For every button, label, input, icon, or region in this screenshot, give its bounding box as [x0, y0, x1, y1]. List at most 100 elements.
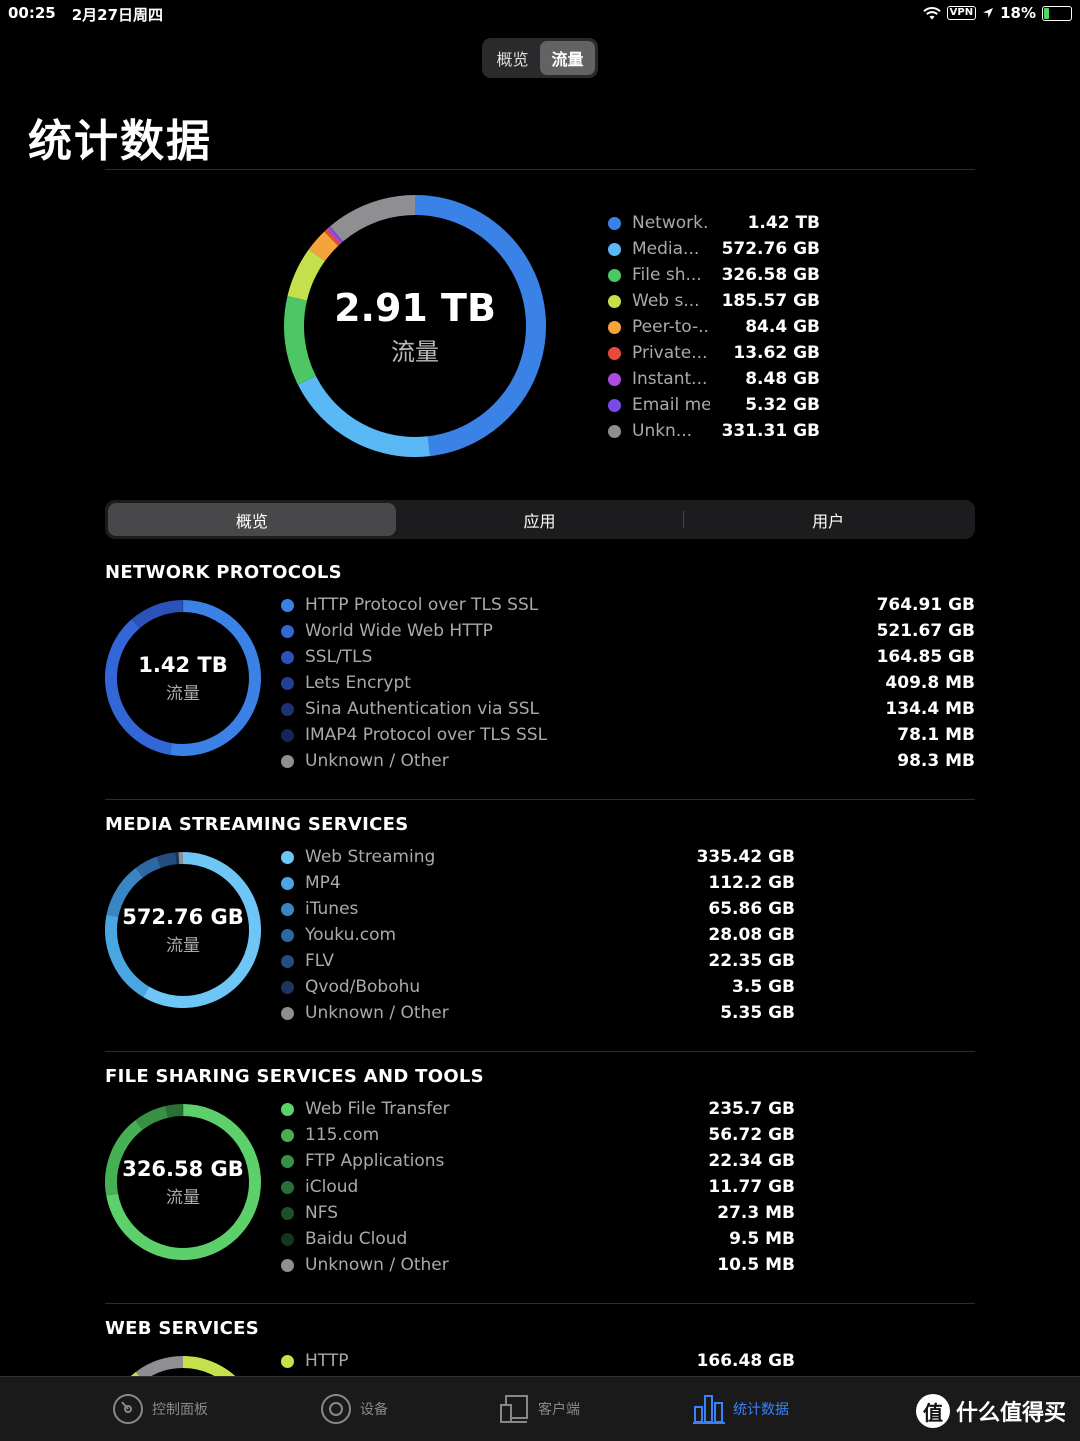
- legend-value: 185.57 GB: [721, 291, 820, 311]
- tab-apps[interactable]: 应用: [523, 511, 556, 531]
- wifi-icon: [922, 6, 941, 19]
- item-name: Lets Encrypt: [305, 673, 411, 693]
- legend-name: Instant...: [632, 369, 708, 389]
- list-item[interactable]: Web Streaming 335.42 GB: [281, 844, 795, 870]
- tabbar-item-clients[interactable]: 客户端: [498, 1393, 580, 1425]
- legend-dot: [608, 372, 621, 386]
- tabbar-label-devices: 设备: [360, 1402, 388, 1418]
- list-item[interactable]: Youku.com 28.08 GB: [281, 922, 795, 948]
- list-item[interactable]: 115.com 56.72 GB: [281, 1122, 795, 1148]
- item-value: 27.3 MB: [717, 1203, 795, 1223]
- list-item[interactable]: iTunes 65.86 GB: [281, 896, 795, 922]
- total-traffic-slice-4: [308, 231, 339, 262]
- page-title: 统计数据: [28, 116, 212, 167]
- item-dot: [281, 850, 294, 864]
- section-2-slice-3: [165, 1104, 184, 1118]
- item-value: 5.35 GB: [720, 1003, 795, 1023]
- item-dot: [281, 1232, 294, 1246]
- list-item[interactable]: Baidu Cloud 9.5 MB: [281, 1226, 795, 1252]
- item-dot: [281, 598, 294, 612]
- legend-name: File sh...: [632, 265, 702, 285]
- section-1-slice-4: [156, 852, 177, 868]
- list-item[interactable]: Unknown / Other 98.3 MB: [281, 748, 975, 774]
- tab-overview[interactable]: 概览: [496, 50, 529, 69]
- item-name: World Wide Web HTTP: [305, 621, 493, 641]
- legend-value: 8.48 GB: [745, 369, 820, 389]
- statistics-icon: [693, 1395, 725, 1424]
- section-title: MEDIA STREAMING SERVICES: [105, 814, 409, 835]
- item-dot: [281, 1154, 294, 1168]
- total-traffic-slice-3: [287, 249, 326, 301]
- list-item[interactable]: Lets Encrypt 409.8 MB: [281, 670, 975, 696]
- status-time: 00:25: [8, 4, 56, 22]
- legend-name: Network...: [632, 213, 710, 233]
- legend-name: Media...: [632, 239, 700, 259]
- total-traffic-slice-1: [297, 375, 431, 457]
- legend-value: 5.32 GB: [745, 395, 820, 415]
- total-traffic-slice-7: [328, 226, 343, 243]
- list-item[interactable]: SSL/TLS 164.85 GB: [281, 644, 975, 670]
- section-network-protocols: NETWORK PROTOCOLS 1.42 TB 流量 HTTP Protocol …: [105, 562, 975, 800]
- item-value: 409.8 MB: [885, 673, 975, 693]
- legend-name: Private...: [632, 343, 708, 363]
- dashboard-icon: [113, 1394, 143, 1424]
- watermark-icon: 值: [915, 1394, 950, 1428]
- item-value: 98.3 MB: [897, 751, 975, 771]
- item-name: Unknown / Other: [305, 751, 449, 771]
- section-1-slice-1: [105, 914, 150, 997]
- section-1-slice-3: [135, 856, 162, 878]
- section-2-slice-2: [135, 1106, 169, 1130]
- status-bar: 00:25 2月27日周四 VPN 18%: [0, 0, 1080, 28]
- list-item[interactable]: iCloud 11.77 GB: [281, 1174, 795, 1200]
- section-donut-center: 326.58 GB 流量: [105, 1104, 261, 1260]
- item-name: Web File Transfer: [305, 1099, 450, 1119]
- total-traffic-slice-2: [284, 296, 316, 385]
- legend-name: Peer-to-...: [632, 317, 710, 337]
- section-title: FILE SHARING SERVICES AND TOOLS: [105, 1066, 484, 1087]
- tab-users[interactable]: 用户: [812, 511, 845, 531]
- title-divider: [105, 169, 975, 170]
- legend-value: 1.42 TB: [747, 213, 820, 233]
- section-donut-center: 1.42 TB 流量: [105, 600, 261, 756]
- section-2-slice-0: [106, 1104, 261, 1260]
- list-item[interactable]: Unknown / Other 5.35 GB: [281, 1000, 795, 1026]
- item-dot: [281, 728, 294, 742]
- tabbar-item-dashboard[interactable]: 控制面板: [112, 1393, 208, 1425]
- tab-overview-stats[interactable]: 概览: [108, 503, 396, 536]
- tab-traffic[interactable]: 流量: [540, 41, 595, 75]
- stats-segmented-control: 概览 应用 用户: [105, 500, 975, 539]
- list-item[interactable]: Qvod/Bobohu 3.5 GB: [281, 974, 795, 1000]
- list-item[interactable]: FTP Applications 22.34 GB: [281, 1148, 795, 1174]
- item-value: 28.08 GB: [708, 925, 795, 945]
- list-item[interactable]: MP4 112.2 GB: [281, 870, 795, 896]
- list-item[interactable]: Sina Authentication via SSL 134.4 MB: [281, 696, 975, 722]
- item-dot: [281, 980, 294, 994]
- list-item[interactable]: HTTP 166.48 GB: [281, 1348, 795, 1374]
- section-total-unit: 流量: [166, 1187, 200, 1208]
- list-item[interactable]: HTTP Protocol over TLS SSL 764.91 GB: [281, 592, 975, 618]
- tabbar-item-devices[interactable]: 设备: [320, 1393, 388, 1425]
- list-item[interactable]: World Wide Web HTTP 521.67 GB: [281, 618, 975, 644]
- item-name: iTunes: [305, 899, 359, 919]
- item-name: Youku.com: [305, 925, 397, 945]
- list-item[interactable]: FLV 22.35 GB: [281, 948, 795, 974]
- item-name: MP4: [305, 873, 341, 893]
- tabbar-item-statistics[interactable]: 统计数据: [693, 1393, 789, 1425]
- legend-dot: [608, 294, 621, 308]
- item-name: FTP Applications: [305, 1151, 445, 1171]
- item-value: 11.77 GB: [708, 1177, 795, 1197]
- legend-item: Instant... 8.48 GB: [608, 366, 820, 392]
- item-name: NFS: [305, 1203, 338, 1223]
- section-media-streaming-services: MEDIA STREAMING SERVICES 572.76 GB 流量 Web S…: [105, 814, 975, 1052]
- section-3-slice-1: [136, 1356, 184, 1382]
- item-value: 56.72 GB: [708, 1125, 795, 1145]
- list-item[interactable]: NFS 27.3 MB: [281, 1200, 795, 1226]
- legend-value: 331.31 GB: [721, 421, 820, 441]
- legend-item: Email me... 5.32 GB: [608, 392, 820, 418]
- legend-name: Web s...: [632, 291, 700, 311]
- legend-item: Private... 13.62 GB: [608, 340, 820, 366]
- list-item[interactable]: IMAP4 Protocol over TLS SSL 78.1 MB: [281, 722, 975, 748]
- list-item[interactable]: Web File Transfer 235.7 GB: [281, 1096, 795, 1122]
- item-dot: [281, 902, 294, 916]
- list-item[interactable]: Unknown / Other 10.5 MB: [281, 1252, 795, 1278]
